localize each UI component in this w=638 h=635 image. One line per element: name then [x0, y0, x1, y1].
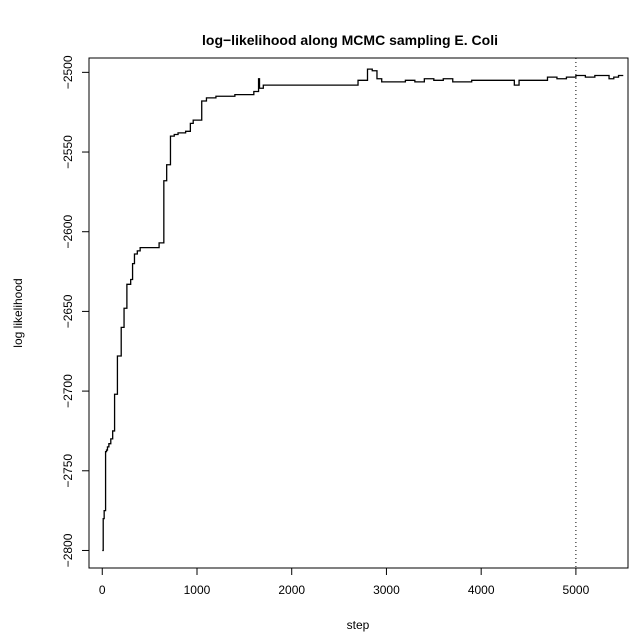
x-tick-label: 5000	[563, 583, 590, 597]
y-axis: −2500 −2550 −2600 −2650 −2700 −2750 −2800	[61, 55, 89, 567]
y-tick-label: −2750	[61, 454, 75, 488]
x-tick-label: 0	[99, 583, 106, 597]
x-tick-label: 4000	[468, 583, 495, 597]
x-axis-label: step	[347, 618, 370, 632]
y-tick-label: −2550	[61, 135, 75, 169]
y-tick-label: −2600	[61, 215, 75, 249]
x-axis: 0 1000 2000 3000 4000 5000	[99, 568, 590, 597]
y-tick-label: −2800	[61, 533, 75, 567]
y-tick-label: −2500	[61, 55, 75, 89]
x-tick-label: 3000	[373, 583, 400, 597]
x-tick-label: 1000	[184, 583, 211, 597]
y-tick-label: −2700	[61, 374, 75, 408]
y-axis-label: log likelihood	[11, 278, 25, 347]
plot-area	[102, 58, 624, 568]
plot-frame	[88, 57, 629, 569]
chart-title: log−likelihood along MCMC sampling E. Co…	[202, 32, 498, 48]
series-line	[102, 68, 624, 552]
x-tick-label: 2000	[278, 583, 305, 597]
y-tick-label: −2650	[61, 294, 75, 328]
